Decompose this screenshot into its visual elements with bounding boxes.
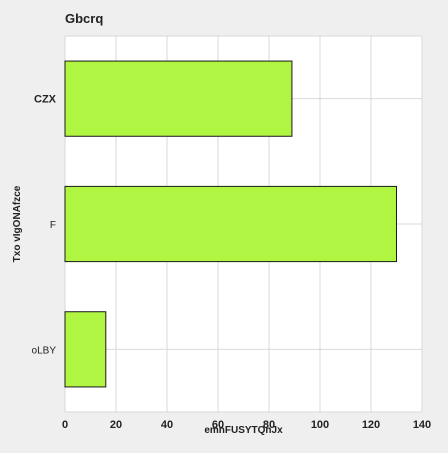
x-tick-label: 140 bbox=[413, 419, 431, 431]
bar-czx bbox=[64, 60, 293, 137]
x-tick-label: 60 bbox=[212, 419, 224, 431]
x-tick-labels: 0 20 40 60 80 100 120 140 bbox=[62, 419, 431, 431]
chart-title: Gbcrq bbox=[65, 11, 103, 26]
x-axis-label: emnFUSYTQnJx bbox=[204, 425, 283, 436]
y-tick-label: CZX bbox=[34, 94, 57, 106]
y-tick-label: F bbox=[50, 220, 56, 231]
x-tick-label: 20 bbox=[110, 419, 122, 431]
x-tick-label: 80 bbox=[263, 419, 275, 431]
bars bbox=[64, 60, 397, 388]
bar-f bbox=[64, 185, 397, 263]
x-tick-label: 120 bbox=[362, 419, 380, 431]
y-axis-label: Txo vIgONAfzce bbox=[12, 185, 23, 262]
x-tick-label: 40 bbox=[161, 419, 173, 431]
bar-olby bbox=[64, 311, 107, 388]
x-tick-label: 0 bbox=[62, 419, 68, 431]
y-tick-label: oLBY bbox=[32, 345, 57, 356]
x-tick-label: 100 bbox=[311, 419, 329, 431]
